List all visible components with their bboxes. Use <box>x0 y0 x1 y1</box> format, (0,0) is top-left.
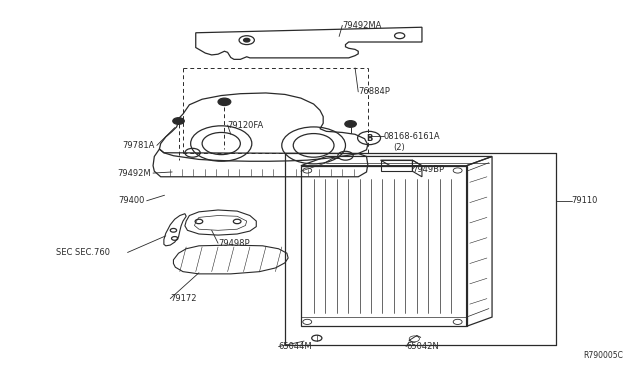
Text: 65042N: 65042N <box>406 342 439 351</box>
Text: 79781A: 79781A <box>122 141 154 150</box>
Text: (2): (2) <box>394 143 405 152</box>
Circle shape <box>345 121 356 127</box>
Text: 79498P: 79498P <box>218 239 250 248</box>
Text: 79120FA: 79120FA <box>228 121 264 129</box>
Text: 79492MA: 79492MA <box>342 21 381 30</box>
Text: 79110: 79110 <box>572 196 598 205</box>
Circle shape <box>244 38 250 42</box>
Circle shape <box>218 98 231 106</box>
Text: 08168-6161A: 08168-6161A <box>384 132 440 141</box>
Text: B: B <box>366 134 372 142</box>
Text: 79492M: 79492M <box>118 169 151 177</box>
Text: SEC SEC.760: SEC SEC.760 <box>56 248 109 257</box>
Text: 65044M: 65044M <box>278 342 312 351</box>
Text: R790005C: R790005C <box>583 351 623 360</box>
Text: 79400: 79400 <box>118 196 145 205</box>
Text: 79172: 79172 <box>170 294 196 303</box>
Circle shape <box>173 118 184 124</box>
Text: 76884P: 76884P <box>358 87 390 96</box>
Text: 7949BP: 7949BP <box>412 165 445 174</box>
